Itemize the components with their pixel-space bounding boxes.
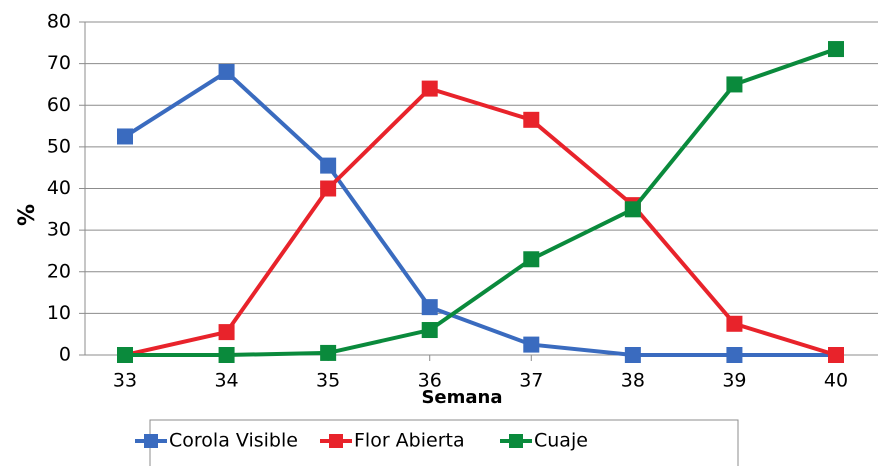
data-point xyxy=(828,347,844,363)
series-line xyxy=(123,69,836,357)
y-tick-label: 30 xyxy=(47,219,71,241)
series-line xyxy=(125,47,837,357)
x-tick-label: 40 xyxy=(824,370,848,392)
x-tick-label: 39 xyxy=(722,370,746,392)
data-point xyxy=(523,251,540,268)
data-point xyxy=(624,201,641,218)
series-line xyxy=(124,86,837,357)
data-point xyxy=(523,336,540,353)
data-point xyxy=(624,347,641,363)
data-point xyxy=(421,80,438,97)
x-tick-label: 37 xyxy=(519,370,543,392)
legend-marker xyxy=(329,434,343,448)
data-point xyxy=(218,63,235,80)
data-point xyxy=(828,41,844,58)
data-point xyxy=(726,315,743,332)
data-point xyxy=(726,347,743,363)
data-point xyxy=(523,111,540,128)
data-point xyxy=(218,347,235,363)
x-tick-label: 35 xyxy=(316,370,340,392)
y-tick-label: 60 xyxy=(47,94,71,116)
x-tick-label: 36 xyxy=(418,370,442,392)
legend-marker xyxy=(509,434,523,448)
y-tick-label: 20 xyxy=(47,260,71,282)
data-point xyxy=(421,299,438,316)
y-tick-label: 40 xyxy=(47,177,71,199)
y-tick-label: 80 xyxy=(47,11,71,33)
data-point xyxy=(320,157,337,174)
data-point xyxy=(117,128,133,145)
y-tick-label: 50 xyxy=(47,135,71,157)
legend-label: Flor Abierta xyxy=(354,430,465,452)
y-tick-label: 0 xyxy=(59,344,71,366)
legend-label: Corola Visible xyxy=(169,430,298,452)
y-axis-label: % xyxy=(15,204,40,226)
x-tick-label: 33 xyxy=(113,370,137,392)
data-point xyxy=(320,180,337,197)
y-tick-label: 70 xyxy=(47,52,71,74)
y-tick-label: 10 xyxy=(47,302,71,324)
x-tick-label: 38 xyxy=(621,370,645,392)
data-point xyxy=(726,76,743,93)
data-point xyxy=(117,347,133,363)
x-tick-label: 34 xyxy=(214,370,238,392)
data-point xyxy=(320,344,337,361)
data-point xyxy=(218,324,235,341)
legend-label: Cuaje xyxy=(534,430,588,452)
legend-marker xyxy=(144,434,158,448)
data-point xyxy=(421,322,438,339)
x-axis-label: Semana xyxy=(421,387,502,408)
